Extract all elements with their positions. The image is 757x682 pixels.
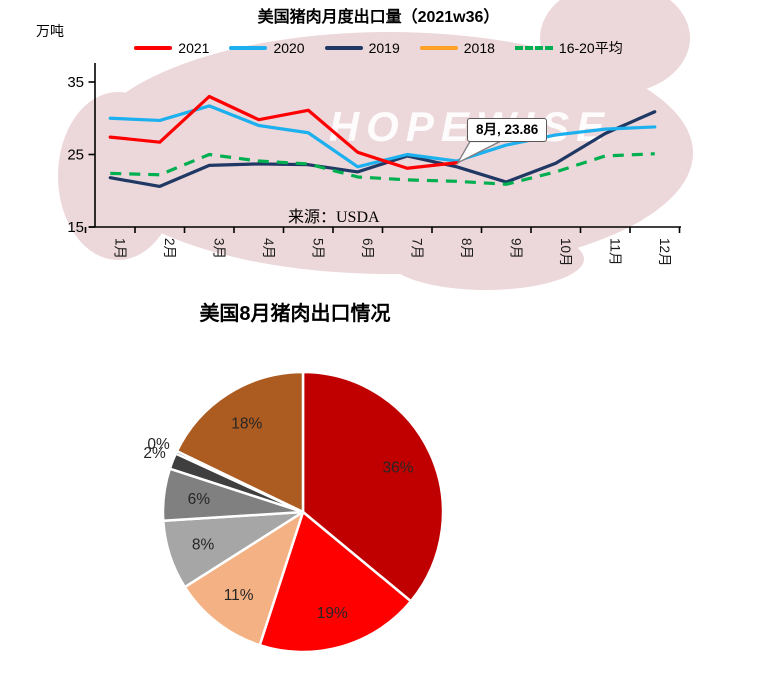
x-tick-label: 1月 xyxy=(112,238,127,259)
x-tick-label: 12月 xyxy=(657,238,672,267)
legend-label: 2018 xyxy=(463,40,495,56)
x-tick-label: 6月 xyxy=(360,238,375,259)
x-tick-label: 4月 xyxy=(261,238,276,259)
pie-chart-plot: 36% 19% 11% 8% 6% 2%0% 18% xyxy=(143,370,445,654)
pie-slice-label: 0% xyxy=(147,436,170,453)
y-tick-label: 25 xyxy=(67,147,84,164)
legend-item-2020: 2020 xyxy=(229,40,305,56)
line-chart-plot: 15 25 35 1月 2月 3月 4月 5月 6月 7月 8月 9月 10月 11月 12月 xyxy=(67,63,681,267)
x-tick-label: 8月 xyxy=(459,238,474,259)
pie-slice-18% xyxy=(175,370,305,514)
pie-slice-label: 2% xyxy=(143,445,166,462)
y-tick-label: 35 xyxy=(67,74,84,91)
x-tick-label: 2月 xyxy=(162,238,177,259)
legend-label: 16-20平均 xyxy=(558,40,623,56)
watermark-text: HOPEWISE xyxy=(270,103,670,151)
y-tick-label: 15 xyxy=(67,219,84,236)
watermark-shape xyxy=(388,228,584,290)
legend-label: 2019 xyxy=(368,40,400,56)
pie-slice-label: 11% xyxy=(224,587,254,604)
series-line-2019 xyxy=(108,110,657,188)
legend-item-2019: 2019 xyxy=(324,40,400,56)
pie-slice-label: 36% xyxy=(382,459,413,476)
pie-slice-36% xyxy=(301,370,445,603)
x-tick-label: 9月 xyxy=(508,238,523,259)
y-axis-unit-label: 万吨 xyxy=(36,23,64,39)
x-tick-label: 3月 xyxy=(211,238,226,259)
legend-key-icon xyxy=(419,46,458,50)
pie-slice-label: 8% xyxy=(192,536,215,553)
pie-slice-label: 18% xyxy=(231,415,262,432)
x-tick-label: 11月 xyxy=(607,238,622,266)
axes: 15 25 35 1月 2月 3月 4月 5月 6月 7月 8月 9月 10月 11月 12月 xyxy=(67,63,681,267)
series-line-2021 xyxy=(108,94,459,170)
legend-key-icon xyxy=(514,46,553,50)
x-tick-label: 10月 xyxy=(558,238,573,267)
legend-item-16-20平均: 16-20平均 xyxy=(514,38,623,58)
legend-label: 2020 xyxy=(273,40,305,56)
legend-key-icon xyxy=(134,46,173,50)
pie-chart-title: 美国8月猪肉出口情况 xyxy=(199,303,391,325)
pie-slice-19% xyxy=(258,510,413,654)
line-chart-title: 美国猪肉月度出口量（2021w36） xyxy=(257,9,500,26)
annotation-callout: 8月, 23.86 xyxy=(467,118,548,142)
x-tick-label: 7月 xyxy=(409,238,424,259)
pie-slice-11% xyxy=(183,510,305,647)
series-line-2020 xyxy=(108,104,657,169)
x-tick-label: 5月 xyxy=(310,238,325,259)
source-label: 来源：USDA xyxy=(288,209,380,226)
pie-slice-label: 19% xyxy=(317,605,348,622)
legend-item-2018: 2018 xyxy=(419,40,495,56)
pie-slice-label: 6% xyxy=(188,491,211,508)
legend-key-icon xyxy=(229,46,268,50)
legend-label: 2021 xyxy=(178,40,210,56)
line-chart-legend: 2021 2020 2019 2018 16-20平均 xyxy=(0,38,757,58)
series-line-16-20平均 xyxy=(110,152,655,186)
legend-item-2021: 2021 xyxy=(134,40,209,56)
legend-key-icon xyxy=(324,46,363,50)
watermark-shape xyxy=(540,0,690,94)
annotation-leader xyxy=(456,140,501,165)
pie-slice-0% xyxy=(174,449,305,514)
